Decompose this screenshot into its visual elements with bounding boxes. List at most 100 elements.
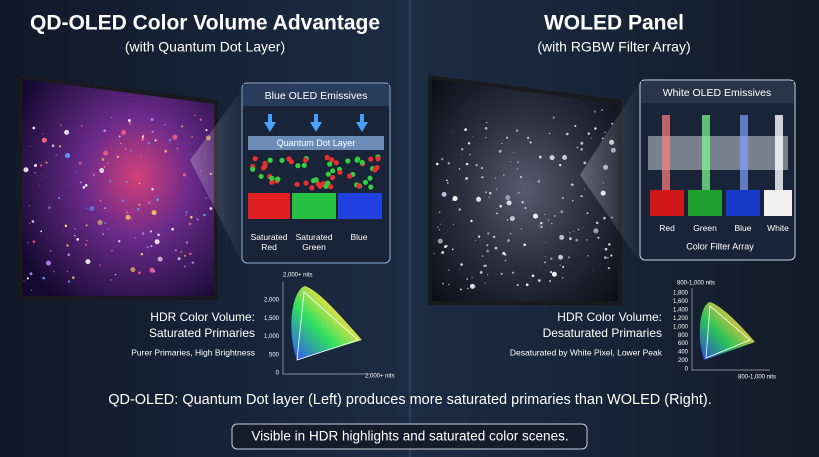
star — [587, 132, 590, 135]
star — [607, 257, 609, 259]
star — [558, 254, 564, 260]
star — [150, 245, 153, 248]
y-tick-label: 2,000 — [264, 298, 280, 304]
star — [182, 173, 186, 177]
star — [131, 219, 133, 221]
star — [538, 225, 540, 227]
star — [472, 136, 474, 137]
star — [504, 253, 507, 256]
dot — [301, 162, 307, 168]
subpixel-label-box: Blue — [350, 232, 367, 242]
star — [129, 149, 132, 152]
star — [604, 247, 608, 251]
star — [195, 210, 196, 212]
star — [540, 221, 543, 225]
star — [32, 126, 36, 130]
star — [102, 233, 104, 235]
dot — [328, 184, 334, 190]
star — [121, 129, 127, 135]
dot — [347, 173, 353, 179]
star — [544, 256, 546, 258]
star — [188, 252, 192, 256]
dot — [275, 176, 281, 182]
zoom-beam — [580, 82, 640, 262]
star — [523, 243, 526, 247]
dot — [325, 171, 331, 177]
star — [538, 155, 542, 159]
subpixel-label: White — [767, 223, 789, 233]
star — [48, 206, 51, 209]
star — [446, 179, 448, 182]
chart-heading: HDR Color Volume: — [150, 310, 255, 324]
star — [574, 125, 577, 128]
star — [151, 130, 154, 133]
dot — [315, 181, 321, 187]
dot — [252, 155, 258, 162]
star — [38, 184, 40, 187]
star — [93, 174, 95, 176]
star — [23, 167, 29, 173]
star — [127, 119, 131, 122]
y-tick-label: 800 — [678, 333, 689, 339]
star — [71, 276, 75, 280]
star — [74, 227, 77, 230]
star — [459, 288, 462, 291]
dot — [333, 160, 339, 166]
star — [518, 192, 520, 194]
star — [446, 182, 449, 184]
star — [125, 214, 131, 220]
star — [487, 274, 489, 276]
caption: QD-OLED: Quantum Dot layer (Left) produc… — [108, 392, 712, 408]
star — [191, 261, 195, 264]
star — [548, 132, 551, 135]
star — [447, 230, 449, 232]
star — [447, 162, 450, 165]
star — [180, 251, 182, 253]
star — [125, 148, 127, 150]
star — [66, 244, 69, 247]
star — [551, 271, 557, 277]
star — [107, 162, 109, 165]
star — [180, 125, 184, 128]
star — [529, 141, 532, 144]
star — [85, 207, 88, 209]
star — [505, 195, 511, 201]
star — [601, 137, 604, 140]
gamut — [699, 302, 755, 360]
star — [516, 129, 519, 132]
star — [544, 213, 546, 216]
gamut-triangle — [705, 305, 751, 359]
dot — [269, 175, 275, 181]
dot — [323, 183, 329, 189]
star — [485, 191, 487, 194]
star — [583, 188, 585, 190]
star — [577, 228, 580, 231]
star — [571, 199, 574, 202]
star — [199, 118, 202, 121]
qd-layer — [248, 136, 384, 150]
star — [183, 265, 186, 268]
star — [29, 222, 31, 225]
subpixel-label-box: Saturated Green — [296, 232, 333, 252]
dot — [330, 168, 336, 174]
star — [537, 180, 541, 183]
star — [466, 278, 469, 280]
star — [97, 220, 103, 226]
star — [191, 135, 193, 138]
subpixel-label-box: Saturated Red — [251, 232, 288, 252]
star — [544, 261, 546, 264]
x-axis-label: 2,000+ nits — [365, 374, 395, 380]
star — [40, 230, 43, 233]
star — [484, 264, 488, 267]
dot — [368, 184, 374, 190]
star — [157, 233, 160, 237]
blue-filter — [726, 190, 760, 216]
star — [40, 174, 42, 176]
star — [489, 191, 492, 195]
star — [441, 191, 447, 197]
star — [604, 256, 607, 259]
star — [506, 219, 509, 221]
star — [67, 184, 69, 186]
star — [582, 227, 584, 229]
